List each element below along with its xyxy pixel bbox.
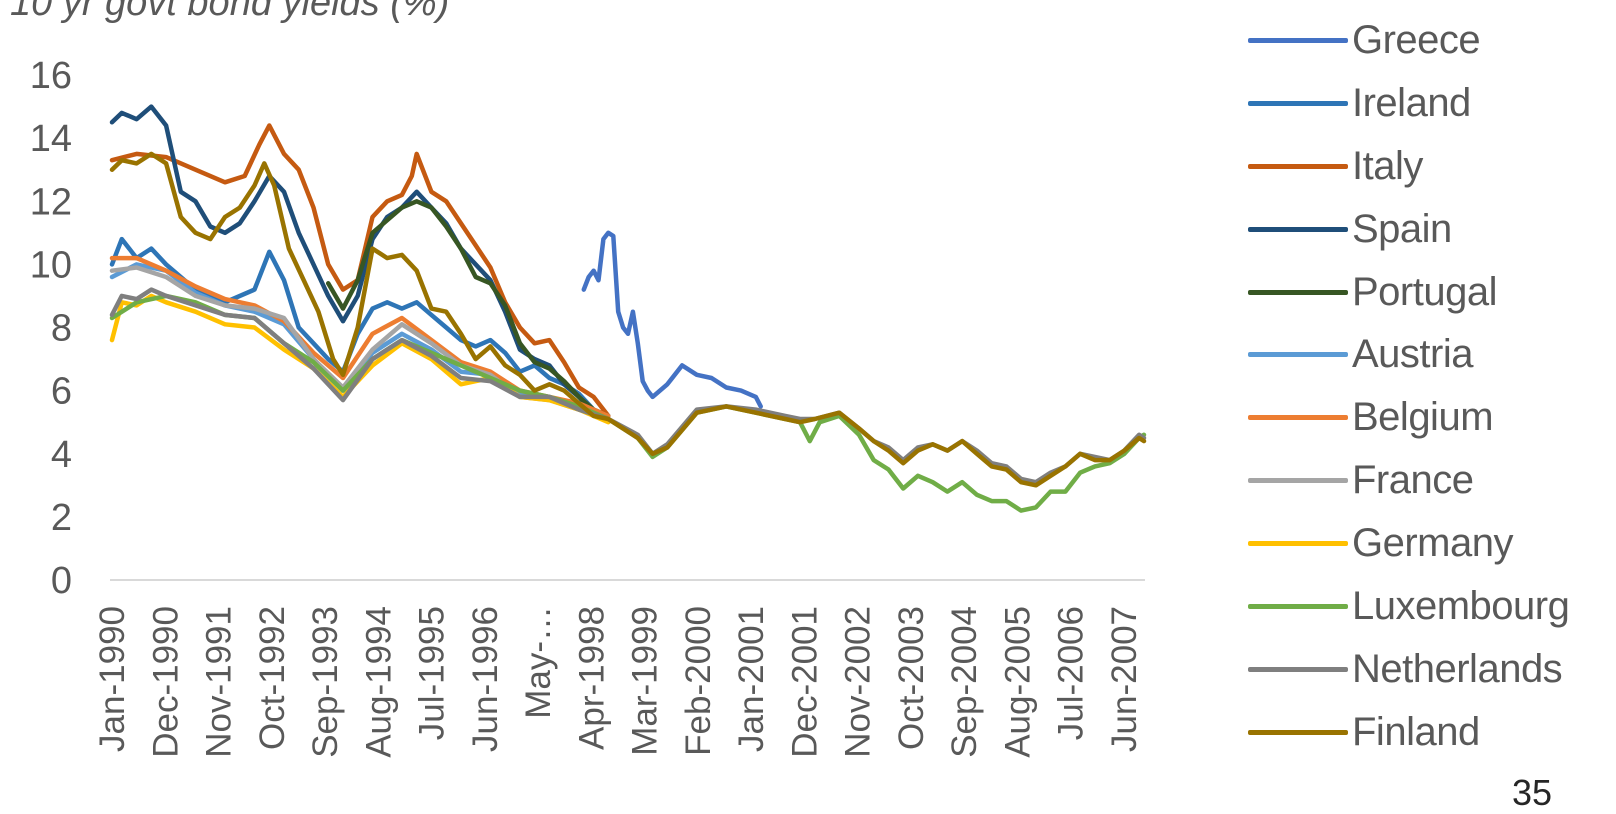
legend-label: Austria [1352,332,1474,377]
legend-swatch [1248,100,1348,106]
legend-item-luxembourg: Luxembourg [1248,575,1570,638]
legend-label: Italy [1352,143,1423,188]
x-tick-label: Nov-1991 [200,606,239,758]
chart-title: 10 yr govt bond yields (%) [10,0,450,24]
x-tick-label: Feb-2000 [679,606,718,756]
series-line-finland [109,151,1147,488]
legend-swatch [1248,415,1348,421]
legend-swatch [1248,352,1348,358]
x-tick-label: Apr-1998 [572,606,611,750]
x-tick-label: Dec-1990 [146,606,185,758]
y-tick-label: 6 [51,371,72,413]
x-tick-label: May-… [519,606,558,719]
legend-item-finland: Finland [1248,701,1569,764]
legend-item-italy: Italy [1248,135,1569,198]
series-line-netherlands [109,287,1147,485]
legend-swatch [1248,666,1348,672]
y-tick-label: 0 [51,560,72,602]
legend-label: Belgium [1352,395,1494,440]
legend-label: Portugal [1352,269,1497,314]
legend-item-netherlands: Netherlands [1248,638,1569,701]
legend-label: Greece [1352,17,1481,62]
x-tick-label: Jun-1996 [466,606,505,752]
legend-item-austria: Austria [1248,323,1569,386]
y-tick-label: 10 [30,244,72,286]
legend-label: Germany [1352,521,1514,566]
y-tick-label: 2 [51,497,72,539]
x-tick-label: Aug-1994 [359,606,398,758]
legend-item-greece: Greece [1248,9,1569,72]
x-tick-label: Jul-1995 [413,606,452,740]
legend-label: France [1352,458,1474,503]
x-tick-label: Jun-2007 [1105,606,1144,752]
series-line-portugal [325,199,611,419]
legend-item-portugal: Portugal [1248,261,1569,324]
legend-item-germany: Germany [1248,512,1569,575]
legend-swatch [1248,541,1348,547]
y-tick-label: 8 [51,308,72,350]
x-tick-label: Mar-1999 [626,606,665,756]
legend-swatch [1248,603,1348,609]
series-line-ireland [109,236,596,412]
x-tick-label: Oct-1992 [253,606,292,750]
legend-label: Netherlands [1352,646,1563,691]
legend-swatch [1248,729,1348,735]
legend-label: Ireland [1352,80,1471,125]
x-tick-label: Jul-2006 [1052,606,1091,740]
x-tick-label: Nov-2002 [839,606,878,758]
y-tick-label: 12 [30,181,72,223]
legend-swatch [1248,37,1348,43]
legend-swatch [1248,478,1348,484]
x-tick-label: Jan-1990 [93,606,132,752]
line-chart: 0 2 4 6 8 10 12 14 16 Jan-1990 Dec-1990 Nov-1991 Oc… [30,55,1147,758]
series-lines [109,104,1147,513]
y-tick-label: 14 [30,118,72,160]
legend-item-ireland: Ireland [1248,72,1569,135]
legend: Greece Ireland Italy Spain Portugal Austria Be… [1248,9,1570,764]
y-tick-label: 4 [51,434,72,476]
x-tick-label: Aug-2005 [998,606,1037,758]
x-tick-label: Oct-2003 [892,606,931,750]
legend-label: Finland [1352,709,1480,754]
y-tick-label: 16 [30,55,72,97]
legend-swatch [1248,226,1348,232]
legend-item-spain: Spain [1248,198,1569,261]
legend-label: Luxembourg [1352,583,1570,628]
x-tick-label: Sep-2004 [945,606,984,758]
page-number: 35 [1512,772,1553,813]
x-tick-label: Sep-1993 [306,606,345,758]
legend-item-france: France [1248,449,1569,512]
legend-label: Spain [1352,206,1452,251]
y-axis-ticks: 0 2 4 6 8 10 12 14 16 [30,55,72,602]
legend-item-belgium: Belgium [1248,386,1569,449]
series-line-spain [109,104,596,415]
x-axis-ticks: Jan-1990 Dec-1990 Nov-1991 Oct-1992 Sep-1993… [93,606,1144,758]
legend-swatch [1248,163,1348,169]
x-tick-label: Jan-2001 [732,606,771,752]
series-line-italy [109,123,611,419]
series-line-greece [581,230,763,409]
legend-swatch [1248,289,1348,295]
x-tick-label: Dec-2001 [785,606,824,758]
